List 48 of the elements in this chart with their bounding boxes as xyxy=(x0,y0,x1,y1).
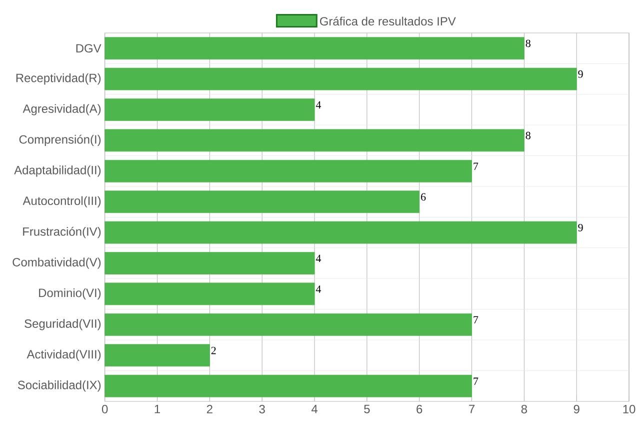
x-tick-label: 2 xyxy=(206,404,212,414)
bar xyxy=(104,129,524,152)
data-label: 2 xyxy=(211,346,216,354)
bar xyxy=(104,36,524,60)
data-label: 7 xyxy=(474,316,478,324)
y-tick-label: Agresividad(A) xyxy=(22,104,101,116)
y-tick-label: Seguridad(VII) xyxy=(24,318,101,330)
legend-label: Gráfica de resultados IPV xyxy=(320,16,456,26)
data-label: 4 xyxy=(316,254,322,262)
y-tick-label: Comprensión(I) xyxy=(19,134,101,146)
bar xyxy=(104,190,420,213)
x-tick-label: 10 xyxy=(623,404,636,414)
y-tick-label: Adaptabilidad(II) xyxy=(14,165,101,177)
y-tick-label: Combatividad(V) xyxy=(12,257,101,269)
x-tick-label: 1 xyxy=(154,404,160,413)
data-label: 4 xyxy=(316,101,322,108)
x-tick-label: 9 xyxy=(574,404,580,414)
x-tick-label: 0 xyxy=(102,404,108,414)
bar xyxy=(104,68,577,90)
bar xyxy=(104,344,210,366)
data-label: 8 xyxy=(526,40,530,47)
bar xyxy=(104,374,472,398)
data-label: 4 xyxy=(316,285,322,293)
bar xyxy=(104,160,472,182)
x-tick-label: 5 xyxy=(364,404,370,414)
data-label: 7 xyxy=(474,377,478,385)
bar xyxy=(104,98,315,121)
x-tick-label: 4 xyxy=(311,404,318,413)
y-tick-label: Dominio(VI) xyxy=(39,288,101,300)
data-label: 7 xyxy=(474,162,478,170)
data-label: 6 xyxy=(421,193,426,200)
bar xyxy=(104,252,315,274)
y-tick-label: Sociabilidad(IX) xyxy=(18,380,101,392)
bar xyxy=(104,313,472,336)
x-tick-label: 7 xyxy=(469,404,475,413)
y-tick-label: Receptividad(R) xyxy=(16,73,101,84)
x-tick-label: 3 xyxy=(259,404,265,414)
y-tick-label: DGV xyxy=(76,44,102,52)
data-label: 9 xyxy=(578,70,583,78)
data-label: 9 xyxy=(578,224,583,232)
bar xyxy=(104,282,315,305)
y-tick-label: Autocontrol(III) xyxy=(22,196,101,208)
x-tick-label: 8 xyxy=(521,404,528,414)
x-tick-label: 6 xyxy=(416,404,422,414)
y-tick-label: Frustración(IV) xyxy=(23,226,101,238)
bar xyxy=(104,221,577,244)
data-label: 8 xyxy=(526,132,530,140)
y-tick-label: Actividad(VIII) xyxy=(26,350,101,361)
